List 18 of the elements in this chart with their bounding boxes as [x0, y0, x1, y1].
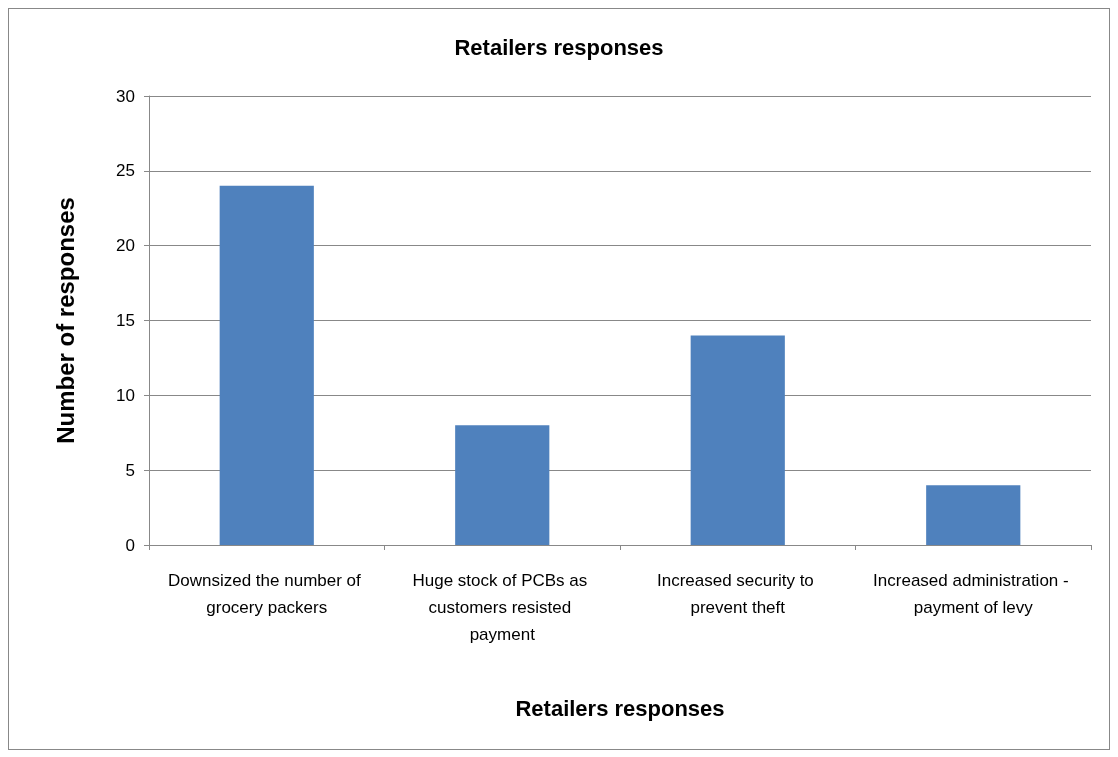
- y-tick-label: 5: [125, 460, 135, 480]
- bar: [926, 485, 1021, 545]
- x-tick-label: Increased administration - payment of levy: [873, 571, 1074, 617]
- bar: [219, 185, 314, 545]
- y-tick-label: 25: [116, 161, 135, 181]
- y-tick-label: 20: [116, 236, 135, 256]
- y-tick-label: 10: [116, 385, 135, 405]
- chart-title: Retailers responses: [454, 34, 664, 60]
- y-tick-label: 0: [125, 535, 135, 555]
- x-axis-title: Retailers responses: [515, 695, 725, 721]
- y-tick-label: 15: [116, 311, 135, 330]
- y-axis-title: Number of responses: [51, 197, 79, 444]
- x-tick-label: Increased security to prevent theft: [656, 571, 819, 617]
- x-tick-label: Downsized the number of grocery packers: [168, 571, 366, 617]
- bar: [690, 335, 785, 545]
- y-tick-label: 30: [116, 86, 135, 106]
- x-tick-label: Huge stock of PCBs as customers resisted payment: [412, 571, 593, 644]
- bar: [455, 425, 550, 545]
